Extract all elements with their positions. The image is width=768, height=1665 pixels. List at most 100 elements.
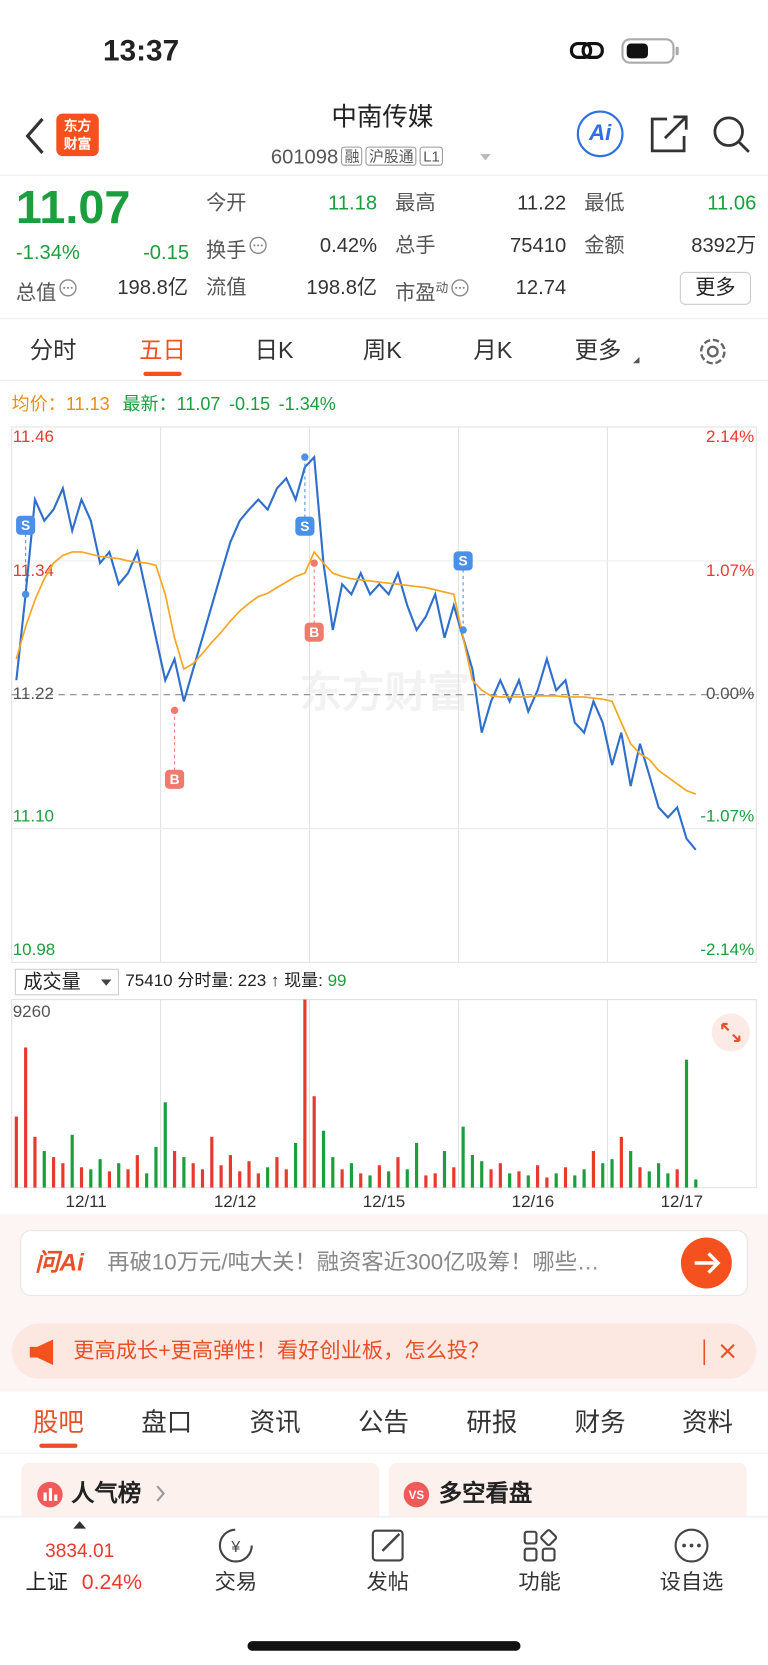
card-icon: VS [403,1481,430,1508]
field-label-text: 最低 [584,192,625,215]
section-tab[interactable]: 财务 [574,1408,626,1438]
volume-bar [238,1171,242,1188]
change: -0.15 [143,242,190,265]
y2-tick-label: 0.00% [706,684,754,703]
volume-bar [191,1163,195,1188]
nav-item[interactable]: 设自选 [659,1571,724,1595]
volume-bar [303,999,307,1188]
info-icon[interactable] [58,278,77,297]
volume-now-label: 现量: [284,971,323,991]
ai-button[interactable]: Ai [576,110,624,158]
legend-label: 最新： [122,394,177,415]
index-arrow [73,1521,87,1529]
volume-bar [14,1116,18,1188]
volume-now: 99 [327,971,347,991]
tab[interactable]: 周K [362,336,402,364]
section-tab[interactable]: 盘口 [141,1408,193,1438]
expand-button[interactable] [711,1012,751,1052]
field-label: 金额 [584,236,624,256]
trade-badge [165,769,185,789]
price-line [15,454,697,851]
volume-bar [349,1163,354,1188]
volume-bar [442,1151,447,1188]
tag: 沪股通 [365,146,417,166]
back-button[interactable] [21,115,53,157]
section-tab[interactable]: 资讯 [249,1408,301,1438]
trade-label: S [21,518,30,533]
volume-tick: 223 [237,971,267,991]
nav-item[interactable]: 发帖 [366,1571,409,1595]
more-button[interactable]: 更多 [679,271,752,305]
section-tab[interactable]: 资料 [681,1408,733,1438]
y-tick-label: 11.10 [13,806,54,825]
volume-arrow: ↑ [270,971,280,991]
info-icon[interactable] [450,278,469,297]
card[interactable] [21,1462,380,1517]
section-tab[interactable]: 研报 [466,1408,518,1438]
field-label-text: 最高 [395,192,436,215]
volume-select[interactable]: 成交量 [14,968,119,996]
trade-point [21,590,30,599]
tab[interactable]: 月K [473,336,513,364]
dropdown[interactable] [478,152,493,163]
volume-bar [424,1175,428,1188]
field-value: 198.8亿 [306,277,378,300]
volume-bar [61,1163,65,1188]
index-name: 上证 [25,1571,68,1595]
nav-item[interactable]: 功能 [518,1571,561,1595]
home-indicator [247,1641,521,1651]
volume-bar [172,1151,177,1188]
volume-bar [284,1169,288,1188]
volume-bar [489,1169,493,1188]
field-label: 市盈动 [395,278,469,304]
volume-bar [480,1161,484,1188]
info-icon[interactable] [249,236,268,255]
field-sup: 动 [435,280,449,295]
volume-bar [629,1151,633,1188]
nav-item[interactable]: 交易 [214,1571,258,1595]
section-tab[interactable]: 公告 [357,1408,409,1438]
banner[interactable] [11,1323,757,1379]
x-tick-label: 12/12 [214,1192,257,1211]
field-value: 8392万 [691,234,757,258]
volume-label: 成交量 [23,970,81,993]
settings-icon[interactable] [696,335,730,369]
volume-bar [135,1155,139,1188]
status-icons [569,38,679,64]
tag: 融 [341,146,363,166]
header-icons[interactable] [648,113,754,158]
volume-bar [182,1157,186,1188]
volume-frame [11,999,757,1189]
price: 11.07 [15,181,131,234]
volume-bar [684,1059,689,1188]
volume-bar [582,1169,586,1188]
tab[interactable]: 日K [254,336,294,364]
price-line [15,550,697,795]
field-label-text: 金额 [584,234,625,258]
banner-close[interactable] [701,1338,743,1366]
volume-bar [42,1151,46,1188]
tab[interactable]: 更多 [574,336,622,364]
ai-send[interactable] [680,1237,732,1289]
logo[interactable]: 东方 财富 [56,113,99,157]
section-tab-underline [39,1443,78,1448]
legend-value: 11.13 [65,394,110,415]
field-value: 11.22 [517,192,567,215]
tab[interactable]: 分时 [29,336,77,364]
y2-tick-label: 1.07% [706,561,754,580]
tab[interactable]: 五日 [139,336,186,364]
card[interactable] [388,1462,747,1517]
volume-bar [396,1157,400,1188]
legend-value: 11.07 [176,394,221,415]
y-tick-label: 11.34 [13,561,54,580]
y2-tick-label: 2.14% [706,427,754,446]
volume-bar [200,1169,205,1188]
volume-bar [98,1159,102,1188]
tag: L1 [420,146,443,166]
section-tab[interactable]: 股吧 [32,1408,84,1438]
volume-bar [452,1167,456,1188]
ai-box[interactable] [20,1230,748,1296]
trade-label: B [170,772,180,787]
